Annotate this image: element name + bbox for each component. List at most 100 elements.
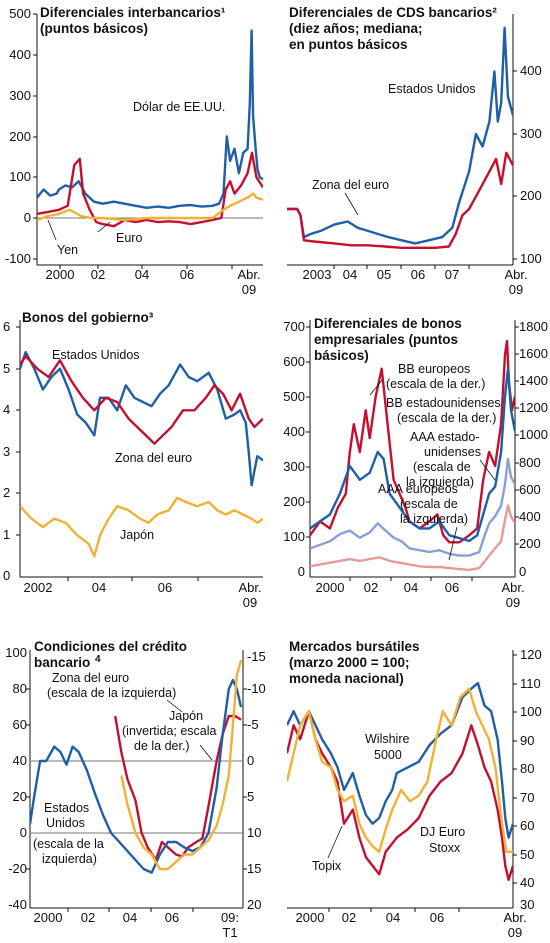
panel5-title-2: bancario [34,655,90,670]
panel4-title-2: empresariales (puntos [314,332,458,347]
panel4-label-bb-eu-1: BB europeos [398,362,470,376]
panel5-ytick-left: 40 [13,753,27,768]
panel2-leader-euro [344,192,359,216]
panel4-label-aaa-eu-1: AAA europeos [378,482,458,496]
panel4-yticks-right: 1800 1600 1400 1200 1000 800 600 400 200… [519,319,548,579]
panel4-xtick: Abr. [501,580,524,595]
panel6-label-djstoxx-2: Stoxx [429,841,461,855]
panel-stock-markets: Mercados bursátiles (marzo 2000 = 100; m… [287,639,542,940]
panel2-ytick: 100 [520,251,542,266]
panel1-annotations: Dólar de EE.UU. Euro Yen [47,100,225,257]
panel4-ytick-left: 600 [283,354,305,369]
panel5-ytick-left: -40 [8,897,27,912]
panel1-ytick: 0 [24,210,31,225]
panel5-xtick: 2000 [34,910,63,925]
panel5-ytick-left: 0 [20,825,27,840]
panel2-ytick: 300 [520,126,542,141]
panel3-title: Bonos del gobierno³ [22,310,154,325]
panel6-series [287,681,513,882]
panel-government-bonds: Bonos del gobierno³ 6 5 4 3 2 1 0 2002 0… [3,310,263,610]
panel1-label-usd: Dólar de EE.UU. [133,100,225,114]
panel2-title: Diferenciales de CDS bancarios² [289,5,497,20]
panel1-ytick: -100 [5,251,31,266]
panel4-leader [479,459,496,481]
panel6-ytick: 120 [520,647,542,662]
panel4-ytick-left: 400 [283,424,305,439]
panel3-xtick: 04 [92,580,106,595]
panel5-yticks-left: 100 80 60 40 20 0 -20 -40 [5,645,27,912]
panel3-xticks: 2002 04 06 Abr. 09 [24,580,262,610]
panel5-xtick: 09: [221,910,239,925]
panel3-ytick: 4 [3,402,10,417]
panel4-xtick: 09 [506,595,520,610]
panel6-label-topix: Topix [312,859,342,873]
panel5-ytick-right: -10 [247,681,266,696]
panel2-xtick: 2003 [303,267,332,282]
panel4-ytick-left: 100 [283,529,305,544]
panel5-xtick: 02 [81,910,95,925]
panel5-label-us-2: Unidos [46,816,85,830]
panel2-annotations: Estados Unidos Zona del euro [312,82,476,216]
panel6-ytick: 50 [520,847,534,862]
panel2-xtick: 04 [343,267,357,282]
panel3-ytick: 2 [3,485,10,500]
panel4-ytick-right: 600 [519,482,541,497]
series-line-topix [287,687,513,853]
panel6-leader-topix [327,825,343,859]
series-line-zona-del-euro [287,151,513,250]
panel5-label-japan-3: de la der.) [134,739,190,753]
panel-interbank-spreads: Diferenciales interbancarios¹ (puntos bá… [5,5,263,297]
panel4-ytick-right: 800 [519,455,541,470]
panel4-ytick-right: 1000 [519,427,548,442]
panel5-label-euro-1: Zona del euro [52,671,129,685]
panel1-leader-yen [47,219,57,241]
panel4-xtick: 2000 [316,580,345,595]
series-line-aaa-estadounidenses-escala-de-la-izquierda- [310,457,515,557]
panel4-xtick: 06 [445,580,459,595]
panel4-label-aaa-us-2: unidenses [424,445,481,459]
panel4-leader [369,378,384,396]
panel6-xtick: 04 [386,910,400,925]
panel6-annotations: Wilshire 5000 DJ Euro Stoxx Topix [312,732,465,873]
panel6-ytick: 70 [520,790,534,805]
panel3-annotations: Estados Unidos Zona del euro Japón [52,348,192,542]
panel4-xticks: 2000 02 04 06 Abr. 09 [316,580,525,610]
panel6-ytick: 40 [520,875,534,890]
panel1-xticks: 2000 02 04 06 Abr. 09 [46,267,261,297]
panel2-label-euro: Zona del euro [312,178,389,192]
panel5-title-superscript: 4 [95,654,101,665]
panel6-title-1: Mercados bursátiles [289,639,420,654]
series-line-wilshire-5000 [287,681,513,839]
series-line-zona-del-euro [20,355,263,445]
panel1-label-yen: Yen [57,243,78,257]
panel4-ytick-right: 0 [519,564,526,579]
panel4-xtick: 04 [404,580,418,595]
panel3-ytick: 1 [3,527,10,542]
panel5-label-us-1: Estados [44,801,89,815]
panel6-ytick: 110 [520,676,541,691]
panel6-xtick: 02 [342,910,356,925]
panel6-xticks: 2000 02 04 06 Abr. 09 [296,910,527,940]
panel2-axes [287,14,517,269]
panel3-yticks: 6 5 4 3 2 1 0 [3,319,10,583]
panel5-leader [199,744,213,761]
panel6-xtick: 06 [430,910,444,925]
panel6-ytick: 100 [520,704,542,719]
panel5-label-japan-1: Japón [169,709,203,723]
series-line-estados-unidos [20,350,263,487]
panel3-xtick: Abr. [238,580,261,595]
series-line-yen [37,192,263,222]
panel3-label-euro: Zona del euro [115,451,192,465]
panel2-label-us: Estados Unidos [388,82,476,96]
panel5-series [30,659,243,874]
panel5-ytick-right: 5 [247,789,254,804]
panel6-ytick: 60 [520,818,534,833]
panel4-title-1: Diferenciales de bonos [314,316,462,331]
panel4-series [310,339,515,572]
panel5-ytick-right: 10 [247,825,261,840]
panel1-xtick: Abr. [237,267,260,282]
panel1-xtick: 04 [135,267,149,282]
panel4-label-aaa-eu-3: la izquierda) [400,512,468,526]
panel1-label-euro: Euro [116,231,142,245]
